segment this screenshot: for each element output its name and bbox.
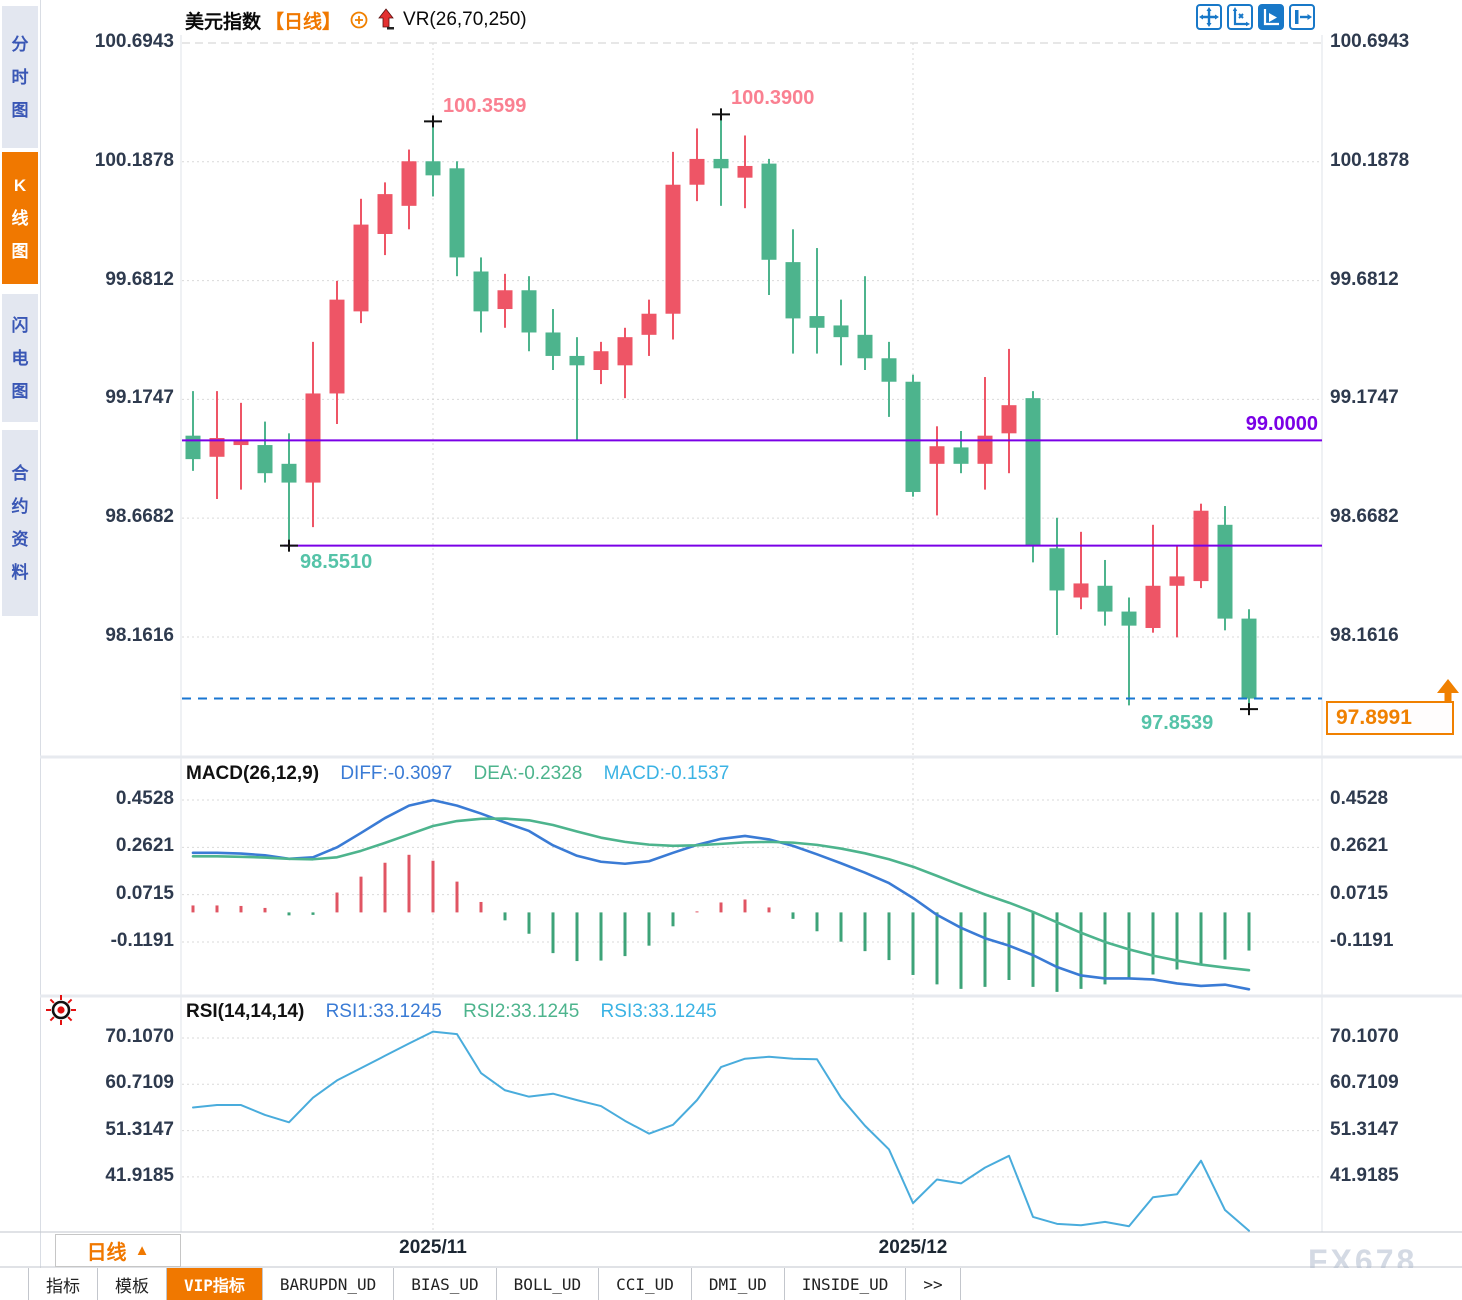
macd-dea-value: DEA:-0.2328 bbox=[473, 763, 583, 784]
macd-axis-label: 0.0715 bbox=[115, 882, 174, 904]
axis-zoom-icon[interactable] bbox=[1227, 4, 1253, 30]
rsi-axis-label: 41.9185 bbox=[105, 1164, 174, 1186]
bottom-tab-BOLL_UD[interactable]: BOLL_UD bbox=[497, 1268, 600, 1300]
symbol-title: 美元指数 bbox=[185, 11, 262, 33]
macd-axis-label: 0.2621 bbox=[1330, 835, 1389, 857]
sidebar-tab-char: 资 bbox=[11, 530, 29, 549]
price-axis-label: 98.6682 bbox=[105, 506, 174, 528]
macd-header: MACD(26,12,9) DIFF:-0.3097 DEA:-0.2328 M… bbox=[186, 763, 729, 785]
last-price-box: 97.8991 bbox=[1326, 701, 1454, 735]
rsi2-value: RSI2:33.1245 bbox=[463, 1001, 580, 1022]
sidebar-tab-char: 合 bbox=[11, 464, 29, 483]
macd-axis-label: 0.4528 bbox=[115, 787, 174, 809]
macd-value: MACD:-0.1537 bbox=[603, 763, 730, 784]
swing-high-label-2: 100.3900 bbox=[731, 87, 815, 109]
add-indicator-icon[interactable] bbox=[349, 10, 369, 30]
sidebar-tab-char: 图 bbox=[11, 100, 29, 120]
swing-high-label-1: 100.3599 bbox=[443, 95, 527, 117]
bottom-tab-[interactable]: >> bbox=[906, 1268, 961, 1300]
period-label: 日线 bbox=[86, 1242, 127, 1264]
sidebar-tab-分时图[interactable]: 分时图 bbox=[2, 6, 38, 148]
macd-title: MACD(26,12,9) bbox=[186, 763, 320, 784]
rsi1-value: RSI1:33.1245 bbox=[325, 1001, 442, 1022]
bottom-tab-BARUPDN_UD[interactable]: BARUPDN_UD bbox=[263, 1268, 395, 1300]
price-axis-label: 100.1878 bbox=[94, 149, 174, 171]
price-axis-label: 98.1616 bbox=[105, 624, 174, 646]
sidebar-tab-合约资料[interactable]: 合约资料 bbox=[2, 430, 38, 616]
price-axis-label: 99.1747 bbox=[105, 387, 174, 409]
price-axis-label: 98.6682 bbox=[1330, 506, 1399, 528]
rsi3-value: RSI3:33.1245 bbox=[600, 1001, 717, 1022]
price-axis-label: 99.6812 bbox=[1330, 268, 1399, 290]
macd-axis-label: 0.4528 bbox=[1330, 787, 1389, 809]
rsi-axis-label: 70.1070 bbox=[105, 1026, 174, 1047]
timeframe-tag: 【日线】 bbox=[265, 11, 342, 33]
bottom-tab-VIP指标[interactable]: VIP指标 bbox=[167, 1268, 263, 1300]
swing-low-label: 97.8539 bbox=[1141, 712, 1214, 734]
price-axis-label: 98.1616 bbox=[1330, 624, 1399, 646]
rsi-title: RSI(14,14,14) bbox=[186, 1001, 305, 1022]
price-axis-label: 99.6812 bbox=[105, 268, 174, 290]
price-axis-label: 100.6943 bbox=[94, 31, 174, 52]
sidebar-tab-char: 图 bbox=[11, 241, 29, 261]
level-label-2: 98.5510 bbox=[300, 551, 373, 573]
macd-diff-value: DIFF:-0.3097 bbox=[340, 763, 453, 784]
hot-indicator-icon bbox=[46, 995, 76, 1025]
bottom-tab-bar: 指标 模板 VIP指标 BARUPDN_UD BIAS_UD BOLL_UD CCI_UD D… bbox=[0, 1268, 1462, 1300]
sidebar-tab-char: K bbox=[13, 175, 27, 195]
pane-shift-icon[interactable] bbox=[1289, 4, 1315, 30]
macd-axis-label: -0.1191 bbox=[1330, 929, 1394, 951]
rsi-axis-label: 60.7109 bbox=[105, 1072, 174, 1094]
sidebar-tab-char: 时 bbox=[11, 67, 29, 87]
bottom-tab-DMI_UD[interactable]: DMI_UD bbox=[692, 1268, 785, 1300]
rsi-axis-label: 41.9185 bbox=[1330, 1164, 1399, 1186]
vr-indicator-label: VR(26,70,250) bbox=[403, 9, 527, 30]
level-label-1: 99.0000 bbox=[1245, 413, 1318, 435]
price-axis-label: 100.1878 bbox=[1330, 149, 1410, 171]
price-axis-label: 99.1747 bbox=[1330, 387, 1399, 409]
up-arrow-icon bbox=[378, 8, 395, 30]
macd-axis-label: 0.0715 bbox=[1330, 882, 1389, 904]
rsi-axis-label: 60.7109 bbox=[1330, 1072, 1399, 1094]
time-axis-label: 2025/11 bbox=[399, 1237, 467, 1258]
bottom-tab-模板[interactable]: 模板 bbox=[98, 1268, 167, 1300]
pan-crosshair-icon[interactable] bbox=[1196, 4, 1222, 30]
chart-toolbar bbox=[1196, 4, 1315, 30]
time-axis-label: 2025/12 bbox=[878, 1237, 948, 1258]
rsi-axis-label: 70.1070 bbox=[1330, 1026, 1399, 1047]
chart-title-row: 美元指数 【日线】 VR(26,70,250) bbox=[185, 6, 527, 34]
sidebar-tab-char: 料 bbox=[11, 563, 29, 582]
sidebar-tab-char: 约 bbox=[11, 497, 29, 516]
sidebar-tab-char: 闪 bbox=[11, 315, 29, 335]
sidebar-tab-闪电图[interactable]: 闪电图 bbox=[2, 294, 38, 422]
sidebar-tab-char: 电 bbox=[11, 348, 29, 368]
bottom-tab-INSIDE_UD[interactable]: INSIDE_UD bbox=[785, 1268, 907, 1300]
last-price-value: 97.8991 bbox=[1336, 706, 1412, 729]
sidebar-tab-char: 线 bbox=[11, 208, 29, 228]
rsi-axis-label: 51.3147 bbox=[105, 1118, 174, 1140]
macd-axis-label: 0.2621 bbox=[115, 835, 174, 857]
macd-axis-label: -0.1191 bbox=[110, 929, 174, 951]
bottom-tab-CCI_UD[interactable]: CCI_UD bbox=[599, 1268, 692, 1300]
bottom-tab-指标[interactable]: 指标 bbox=[28, 1268, 98, 1300]
price-axis-label: 100.6943 bbox=[1330, 31, 1410, 52]
rsi-axis-label: 51.3147 bbox=[1330, 1118, 1399, 1140]
bottom-tab-BIAS_UD[interactable]: BIAS_UD bbox=[394, 1268, 497, 1300]
triangle-up-icon: ▲ bbox=[134, 1242, 150, 1259]
sidebar-tab-char: 图 bbox=[11, 381, 29, 401]
axis-play-icon[interactable] bbox=[1258, 4, 1284, 30]
period-selector[interactable]: 日线 ▲ bbox=[55, 1234, 181, 1267]
rsi-header: RSI(14,14,14) RSI1:33.1245 RSI2:33.1245 … bbox=[186, 1001, 717, 1023]
sidebar-tab-char: 分 bbox=[11, 34, 29, 54]
